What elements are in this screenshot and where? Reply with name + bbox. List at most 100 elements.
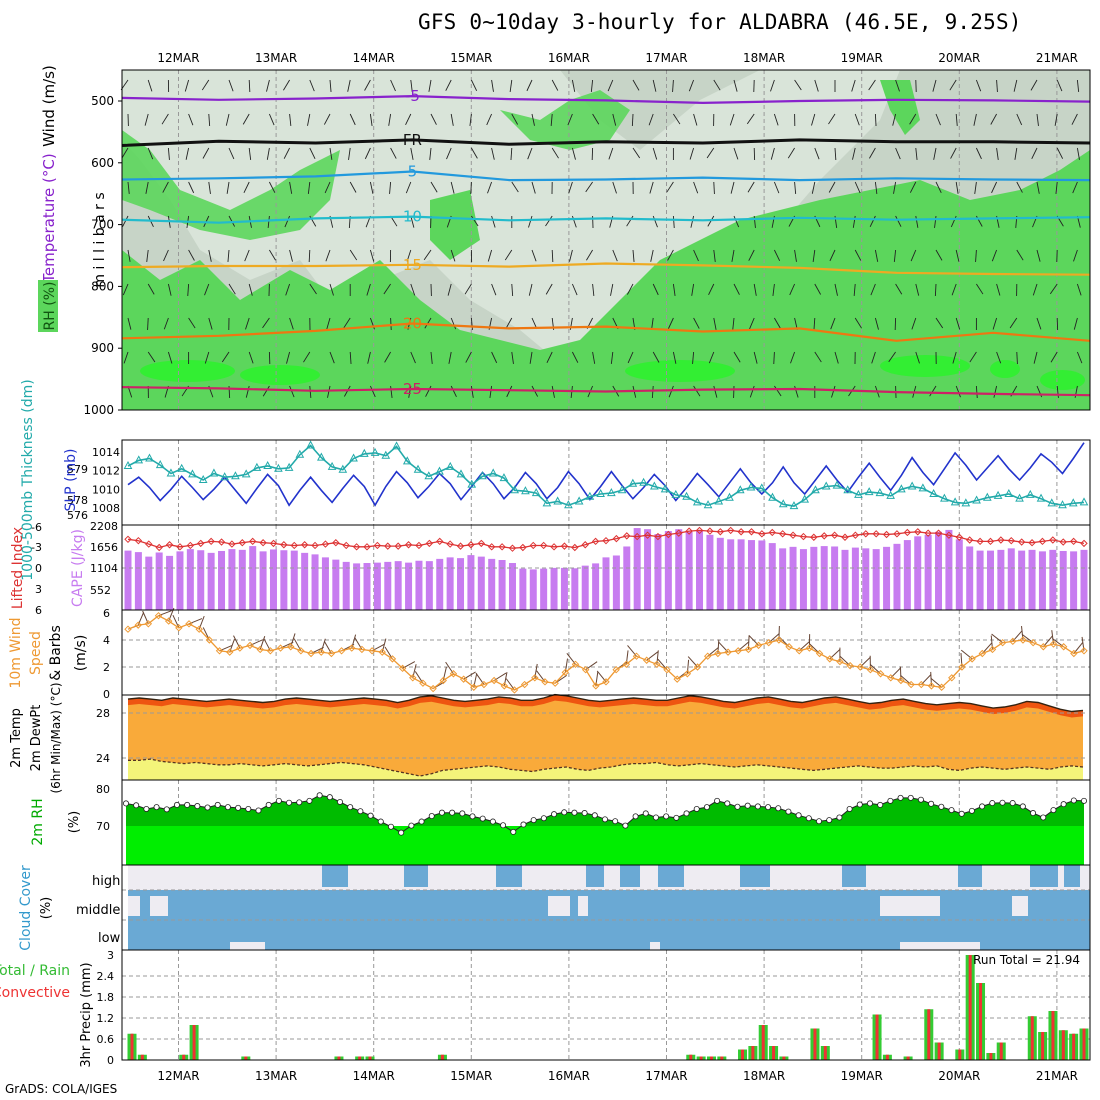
- wind-speed-marker: [1049, 640, 1058, 648]
- lifted-index-marker: [664, 530, 673, 539]
- upper-air-frame: [121, 69, 1091, 411]
- thickness-marker: [886, 490, 895, 499]
- wind-barb: [248, 79, 251, 93]
- rh2m-marker: [724, 800, 731, 807]
- cape-bar: [696, 530, 704, 610]
- wind-speed-marker: [490, 676, 498, 685]
- thickness-marker: [725, 492, 734, 501]
- cape-bar: [810, 546, 818, 610]
- cape-bar: [467, 555, 475, 610]
- thickness-marker: [338, 464, 348, 473]
- wind-speed-marker: [327, 649, 336, 658]
- lifted-index-marker: [134, 536, 143, 545]
- precip-convective-bar: [440, 1054, 444, 1060]
- precip-convective-bar: [720, 1056, 724, 1060]
- wind-barb: [607, 79, 614, 92]
- wind-speed-marker: [744, 645, 753, 654]
- wind-barb: [531, 113, 535, 126]
- lifted-index-marker: [238, 539, 247, 547]
- cape-bar: [342, 561, 350, 610]
- wind-barb: [127, 317, 132, 330]
- contour-label: 10: [403, 208, 422, 226]
- rh2m-marker: [612, 818, 619, 825]
- wind-barb: [489, 385, 493, 398]
- wind-barb: [590, 79, 594, 92]
- lifted-index-marker: [248, 537, 257, 546]
- precip-convective-bar: [689, 1054, 693, 1060]
- wind-barb: [571, 79, 576, 92]
- rh2m-marker: [785, 808, 792, 815]
- wind-barb: [185, 147, 190, 160]
- cloud-high-block: [404, 865, 428, 887]
- cape-bar: [706, 534, 714, 610]
- wind-speed-marker: [1039, 643, 1048, 651]
- wind-speed-marker: [1029, 638, 1037, 647]
- wind-barb: [389, 181, 392, 194]
- wind-barb: [729, 113, 735, 126]
- wind-speed-marker: [561, 668, 570, 677]
- lifted-index-line: [127, 529, 1085, 549]
- wind-barb: [571, 215, 577, 228]
- wind-barb: [632, 79, 640, 91]
- x-tick-label-top: 15MAR: [450, 51, 492, 65]
- wind-barb: [772, 283, 775, 296]
- lifted-index-marker: [1080, 539, 1088, 548]
- thickness-axis-label: 1000-500mb Thickness (dm): [20, 379, 36, 580]
- cape-bar: [373, 562, 381, 610]
- wind-barb: [470, 317, 473, 330]
- wind-barb: [242, 113, 250, 125]
- cape-bar: [311, 554, 319, 610]
- lifted-tick-label: -3: [31, 541, 42, 554]
- thickness-marker: [220, 472, 230, 481]
- contour-label: 20: [403, 314, 422, 332]
- rh2m-axis-label: 2m RH: [30, 798, 46, 845]
- temperature-contour: [121, 170, 1091, 182]
- lifted-index-marker: [1007, 536, 1015, 545]
- wind-barb: [871, 351, 876, 364]
- precip-tick-label: 0.6: [97, 1033, 115, 1046]
- wind-barb: [951, 283, 957, 296]
- wind-barb: [289, 113, 292, 126]
- lifted-index-marker: [290, 541, 298, 550]
- lifted-index-marker: [581, 541, 589, 549]
- x-tick-label-top: 18MAR: [743, 51, 785, 65]
- wind-speed-marker: [236, 644, 244, 652]
- wind-speed-marker: [195, 625, 203, 633]
- wind-barb: [976, 283, 984, 295]
- thickness-marker: [940, 493, 949, 502]
- lifted-index-marker: [1059, 538, 1067, 546]
- wind-speed-marker: [612, 665, 620, 674]
- cape-bar: [405, 562, 413, 610]
- wind-barb: [491, 79, 494, 92]
- cape-bar: [1080, 549, 1088, 610]
- wind-speed-marker: [337, 647, 346, 655]
- cape-bar: [394, 561, 402, 610]
- cape-bar: [1028, 549, 1036, 610]
- wind-barb: [915, 215, 919, 228]
- lifted-index-marker: [280, 541, 288, 549]
- wind-speed-marker: [297, 647, 305, 655]
- rh2m-marker: [816, 818, 823, 825]
- rh2m-marker: [1009, 800, 1016, 807]
- wind-barb: [289, 317, 294, 330]
- thickness-marker: [317, 452, 326, 461]
- wind-barb: [915, 351, 920, 364]
- rh2m-marker: [887, 797, 894, 804]
- wind-speed-marker: [287, 643, 295, 651]
- wind-speed-marker: [266, 647, 275, 655]
- rh2m-marker: [571, 809, 578, 816]
- cape-bar: [924, 534, 932, 610]
- thickness-marker: [993, 490, 1003, 499]
- wind-barb: [1056, 385, 1059, 398]
- thickness-marker: [456, 469, 466, 478]
- thickness-marker: [854, 489, 863, 498]
- wind-barb: [672, 215, 675, 229]
- wind-barb: [327, 385, 331, 398]
- wind-barb: [1072, 181, 1078, 194]
- cape-bar: [685, 531, 693, 610]
- wind-speed-marker: [836, 657, 844, 666]
- lifted-index-marker: [747, 528, 756, 536]
- cape-bar: [259, 551, 267, 610]
- cloud-low-gap: [900, 942, 980, 950]
- wind-barb: [262, 385, 270, 397]
